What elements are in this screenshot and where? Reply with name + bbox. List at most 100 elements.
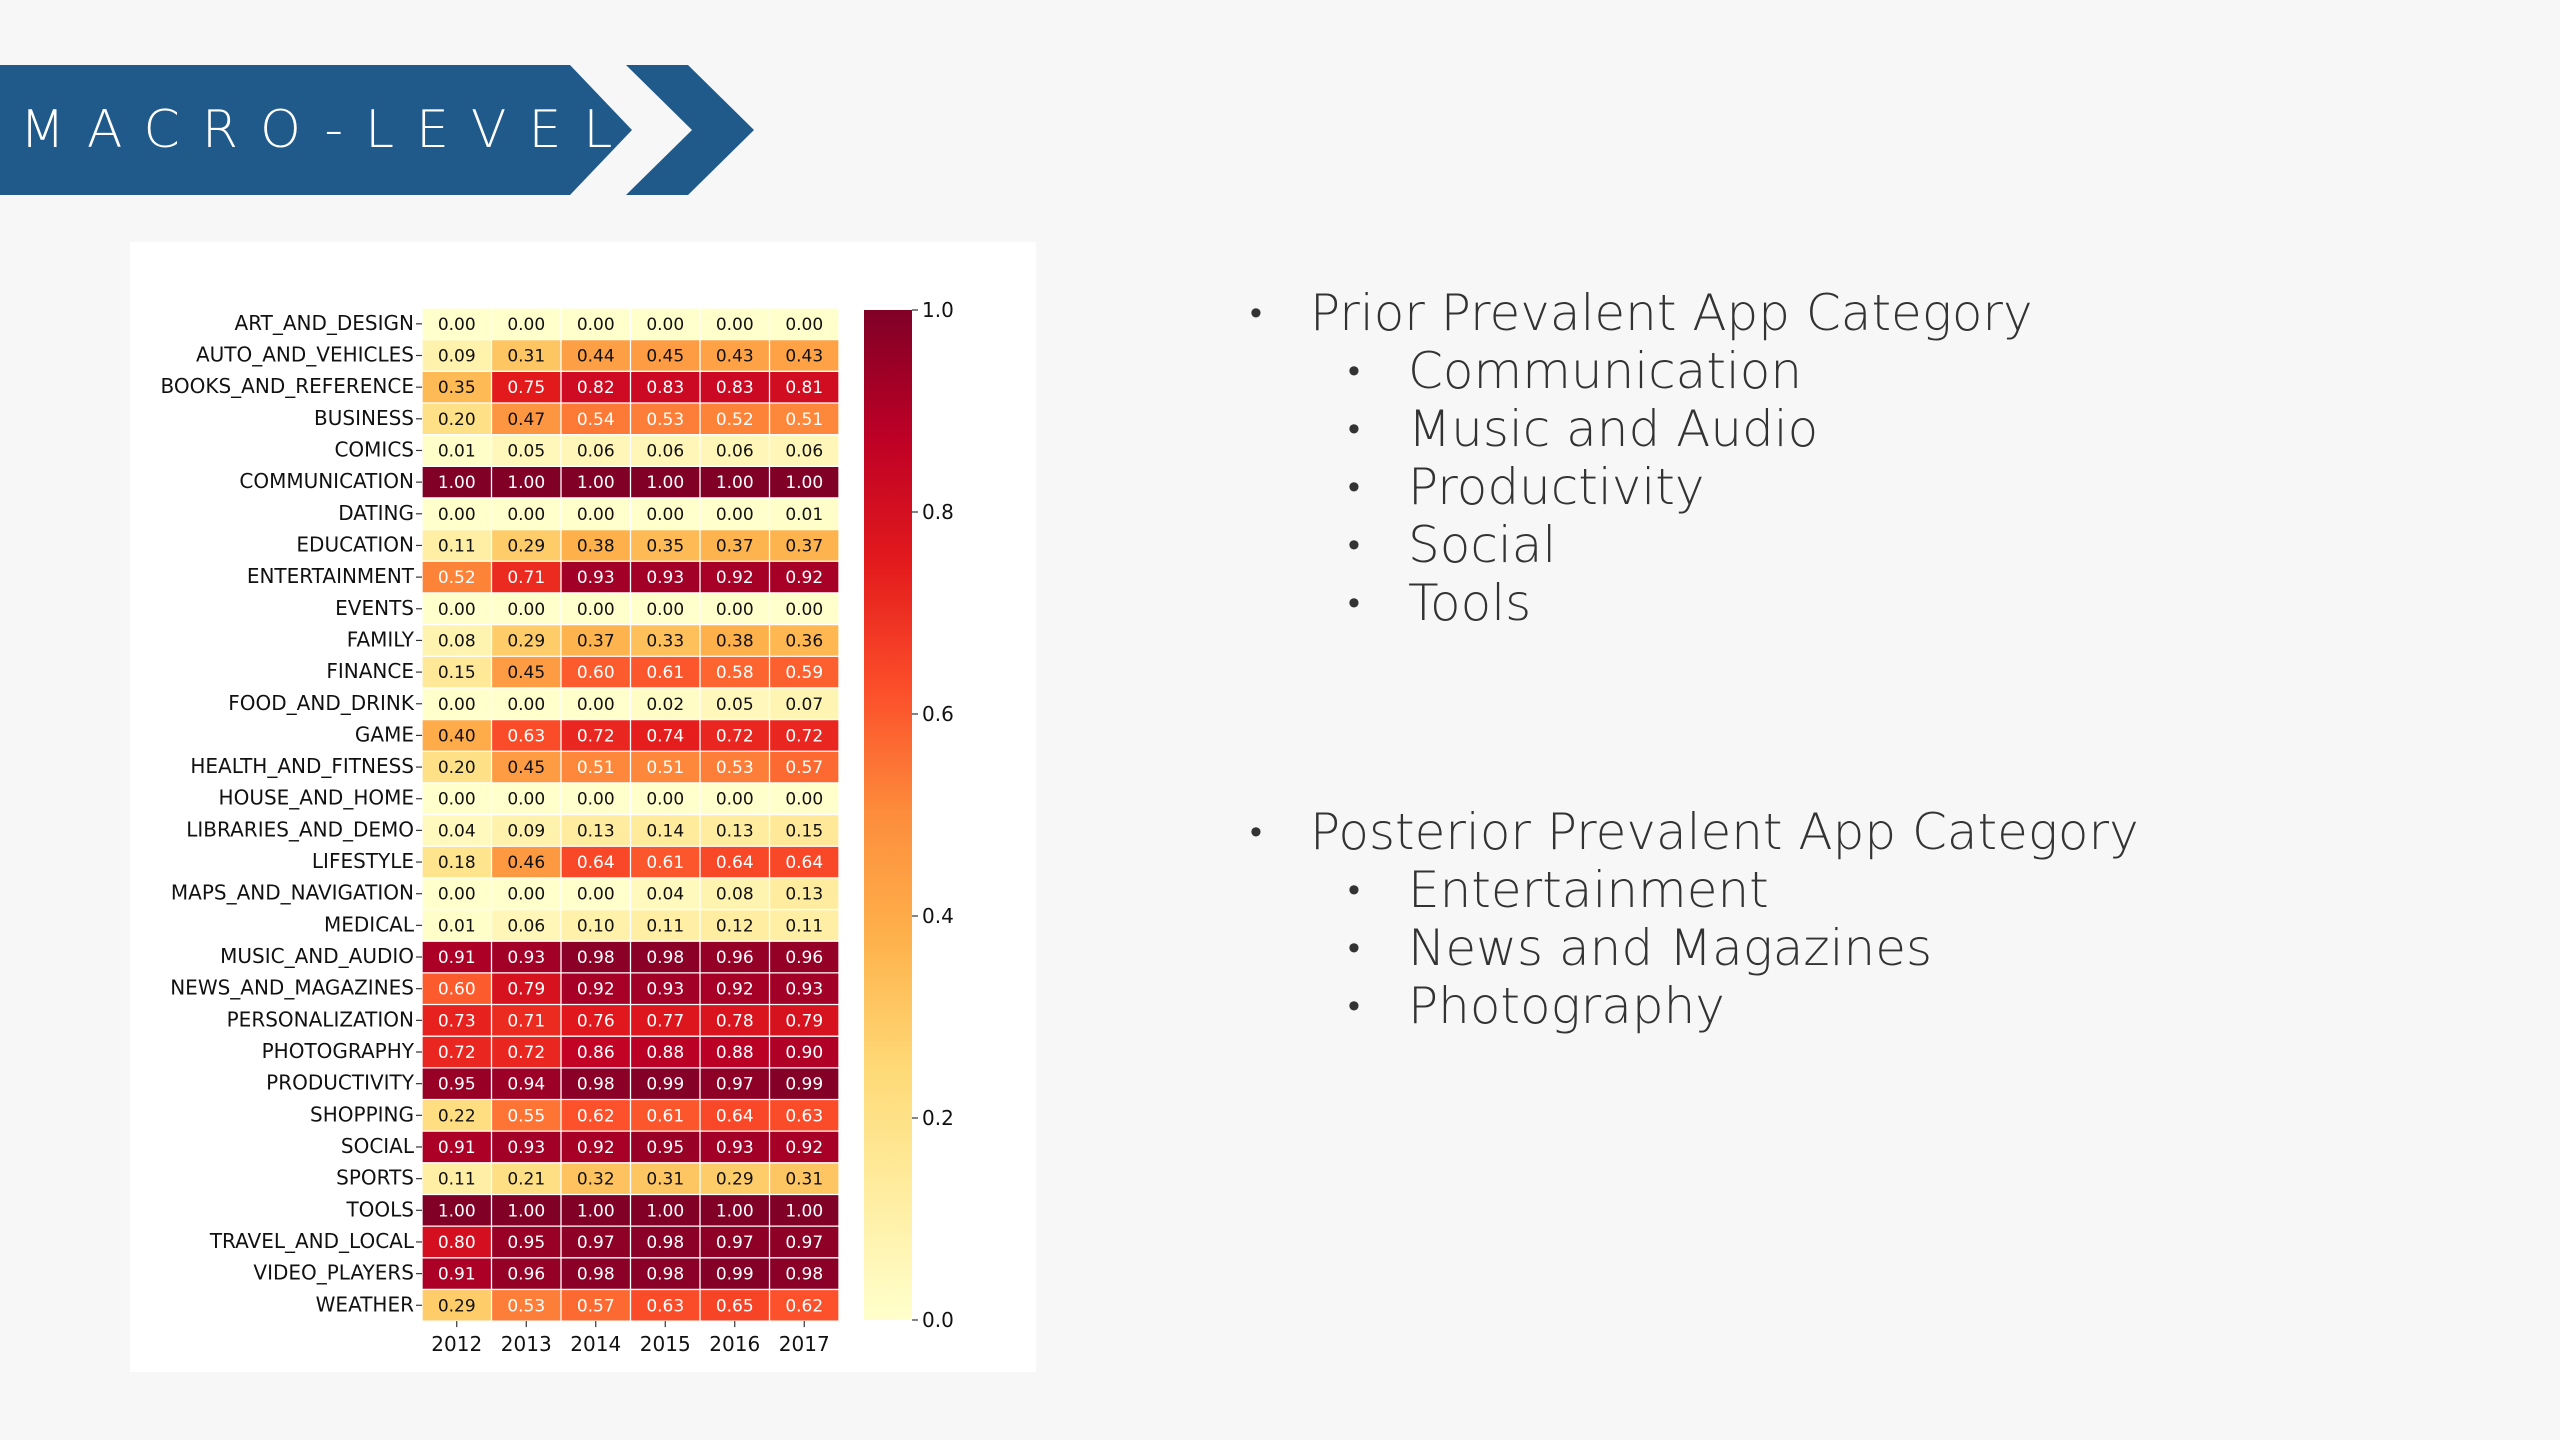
cell-value-label: 0.92	[785, 568, 823, 588]
cell-value-label: 0.71	[507, 1011, 545, 1031]
cell-value-label: 0.60	[577, 663, 615, 683]
cell-value-label: 0.93	[577, 568, 615, 588]
cell-value-label: 0.93	[785, 980, 823, 1000]
cell-value-label: 0.92	[577, 1138, 615, 1158]
heatmap-cell	[561, 529, 631, 562]
bullet-icon: •	[1250, 812, 1262, 852]
x-tick-label: 2016	[709, 1332, 760, 1356]
heatmap-cell	[769, 1131, 840, 1164]
cell-value-label: 0.11	[785, 916, 823, 936]
heatmap-cell	[561, 339, 631, 372]
heatmap-cell	[491, 592, 562, 625]
cell-value-label: 0.95	[438, 1075, 476, 1095]
cell-value-label: 0.00	[577, 790, 615, 810]
heatmap-cell	[561, 466, 631, 499]
heatmap-cell	[630, 339, 701, 372]
cell-value-label: 0.08	[438, 631, 476, 651]
heatmap-cell	[561, 909, 631, 942]
cell-value-label: 0.38	[716, 631, 754, 651]
cell-value-label: 0.00	[438, 790, 476, 810]
bullet-icon: •	[1348, 870, 1360, 910]
cell-value-label: 0.79	[507, 980, 545, 1000]
heatmap-cell	[769, 877, 840, 910]
posterior-item: • Entertainment	[1348, 861, 1769, 919]
heatmap-cell	[491, 1162, 562, 1195]
heatmap-cell	[630, 402, 701, 436]
colorbar-tick-label: 1.0	[922, 298, 954, 322]
heatmap-cell	[769, 466, 840, 499]
cell-value-label: 0.53	[507, 1296, 545, 1316]
cell-value-label: 0.35	[646, 536, 684, 556]
heatmap-cell	[700, 1289, 770, 1322]
cell-value-label: 0.47	[507, 410, 545, 430]
cell-value-label: 0.76	[577, 1011, 615, 1031]
cell-value-label: 0.00	[646, 600, 684, 620]
cell-value-label: 0.92	[716, 980, 754, 1000]
heatmap-cell	[769, 1162, 840, 1195]
cell-value-label: 0.29	[507, 631, 545, 651]
heatmap-cell	[700, 561, 770, 594]
heatmap-cell	[700, 1067, 770, 1100]
cell-value-label: 0.96	[785, 948, 823, 968]
y-tick-label: DATING	[338, 501, 414, 525]
cell-value-label: 0.15	[785, 821, 823, 841]
cell-value-label: 1.00	[646, 473, 684, 493]
cell-value-label: 0.72	[716, 726, 754, 746]
cell-value-label: 0.61	[646, 663, 684, 683]
heatmap-cell	[700, 402, 770, 436]
y-tick-label: BUSINESS	[314, 406, 414, 430]
heatmap-cell	[700, 529, 770, 562]
y-tick-label: COMMUNICATION	[239, 469, 414, 493]
cell-value-label: 0.91	[438, 1138, 476, 1158]
heatmap-cell	[561, 941, 631, 974]
cell-value-label: 0.43	[785, 346, 823, 366]
banner-arrow	[0, 65, 632, 195]
prior-item: • Social	[1348, 516, 1557, 574]
cell-value-label: 0.95	[507, 1233, 545, 1253]
heatmap-cell	[630, 1099, 701, 1132]
heatmap-cell	[769, 1036, 840, 1069]
cell-value-label: 0.00	[438, 600, 476, 620]
heatmap-cell	[700, 941, 770, 974]
cell-value-label: 0.37	[716, 536, 754, 556]
cell-value-label: 0.64	[716, 853, 754, 873]
cell-value-label: 0.99	[785, 1075, 823, 1095]
heatmap-cell	[491, 308, 562, 341]
y-tick-label: VIDEO_PLAYERS	[253, 1261, 414, 1285]
x-tick-label: 2015	[640, 1332, 691, 1356]
cell-value-label: 0.79	[785, 1011, 823, 1031]
cell-value-label: 0.99	[646, 1075, 684, 1095]
cell-value-label: 0.29	[438, 1296, 476, 1316]
heatmap-cell	[491, 561, 562, 594]
cell-value-label: 0.00	[785, 790, 823, 810]
cell-value-label: 0.20	[438, 758, 476, 778]
heatmap-cell	[769, 592, 840, 625]
heatmap-cell	[422, 1067, 492, 1100]
heatmap-cell	[422, 719, 492, 752]
heatmap-cell	[491, 1099, 562, 1132]
cell-value-label: 1.00	[716, 1201, 754, 1221]
heatmap-cell	[700, 1162, 770, 1195]
cell-value-label: 0.98	[646, 948, 684, 968]
cell-value-label: 0.38	[577, 536, 615, 556]
colorbar-tick-label: 0.8	[922, 500, 954, 524]
heatmap-cell	[700, 497, 770, 531]
y-tick-label: LIBRARIES_AND_DEMO	[186, 817, 414, 841]
heatmap-cell	[561, 308, 631, 341]
heatmap-cell	[630, 751, 701, 784]
heatmap-cell	[769, 972, 840, 1005]
cell-value-label: 0.06	[507, 916, 545, 936]
cell-value-label: 0.31	[646, 1170, 684, 1190]
cell-value-label: 0.64	[785, 853, 823, 873]
heatmap-cell	[561, 624, 631, 657]
heatmap-cell	[769, 1226, 840, 1259]
heatmap-cell	[422, 308, 492, 341]
cell-value-label: 1.00	[646, 1201, 684, 1221]
heatmap-cell	[769, 751, 840, 784]
cell-value-label: 0.00	[438, 885, 476, 905]
cell-value-label: 0.01	[438, 441, 476, 461]
y-tick-label: SOCIAL	[341, 1134, 415, 1158]
heatmap-cell	[769, 529, 840, 562]
heatmap-cell	[630, 1067, 701, 1100]
cell-value-label: 0.63	[785, 1106, 823, 1126]
